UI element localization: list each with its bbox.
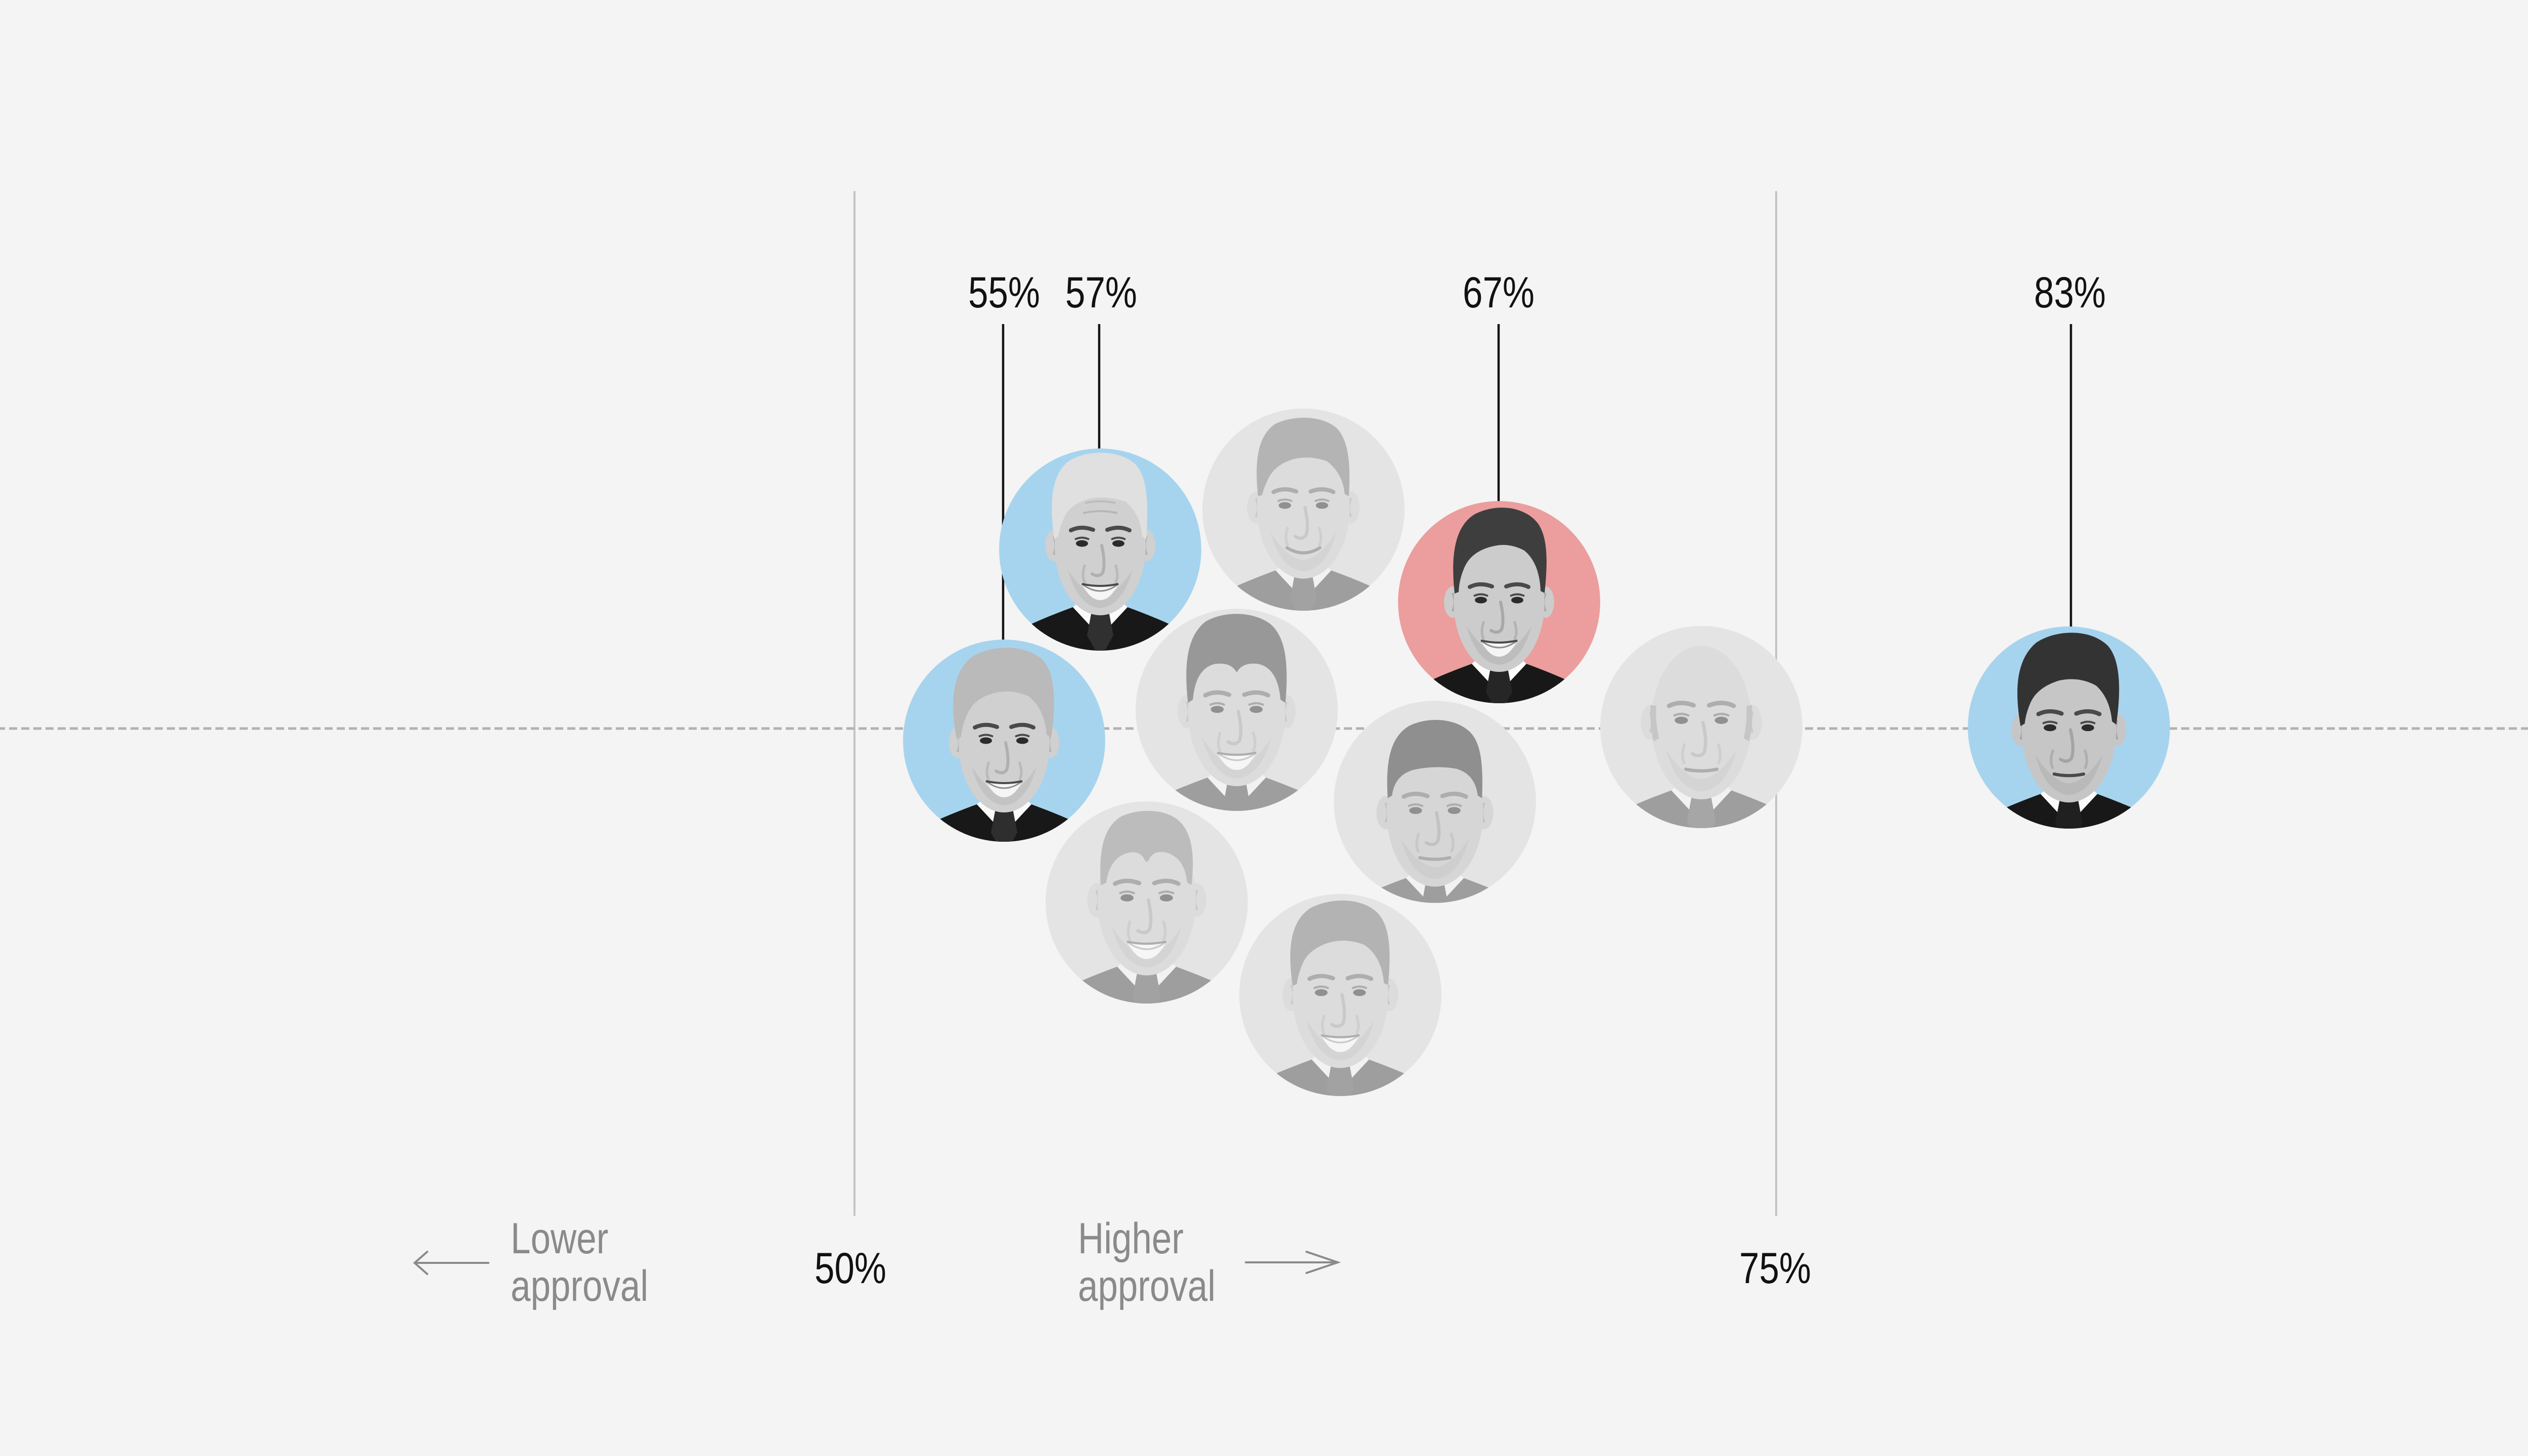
svg-text:75%: 75% — [1739, 1244, 1811, 1293]
svg-text:83%: 83% — [2034, 268, 2106, 317]
svg-text:67%: 67% — [1463, 268, 1534, 317]
svg-text:55%: 55% — [968, 268, 1040, 317]
svg-text:Higher: Higher — [1078, 1214, 1184, 1263]
svg-text:approval: approval — [511, 1262, 648, 1310]
svg-text:approval: approval — [1078, 1262, 1215, 1310]
svg-text:Lower: Lower — [511, 1214, 608, 1263]
svg-text:57%: 57% — [1065, 268, 1137, 317]
svg-text:50%: 50% — [815, 1244, 886, 1293]
